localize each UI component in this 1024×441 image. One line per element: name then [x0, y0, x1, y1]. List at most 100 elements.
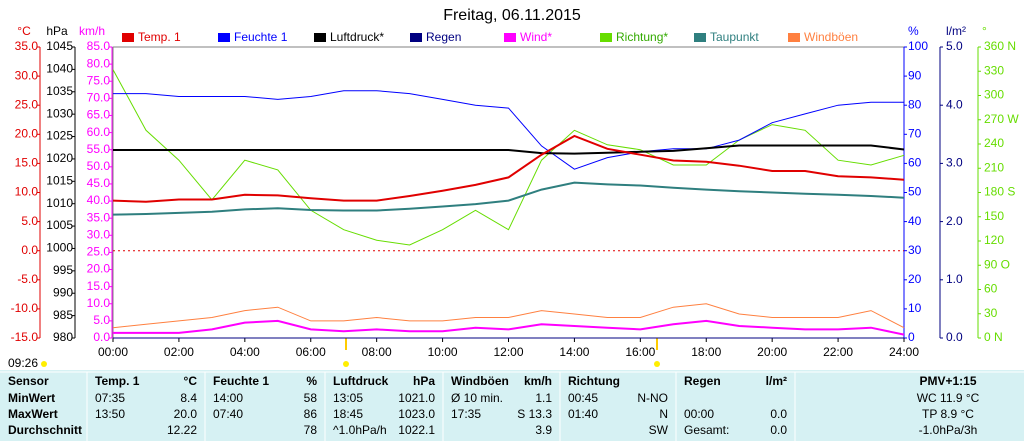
x-tick-label: 12:00	[493, 345, 523, 359]
y-tick-label: 75.0	[87, 73, 111, 87]
legend-label: Richtung*	[616, 30, 668, 44]
y-tick-label: 0.0	[93, 330, 110, 344]
y-tick-label: 0	[908, 330, 915, 344]
table-cell: 1.1	[535, 391, 552, 405]
legend-swatch	[788, 33, 800, 42]
y-tick-label: 1020	[46, 151, 73, 165]
table-header-cell: PMV+1:15	[919, 374, 976, 388]
y-tick-label: 360 N	[984, 39, 1016, 53]
table-cell: 07:40	[213, 407, 243, 421]
y-tick-label: 25.0	[87, 245, 111, 259]
table-cell: 8.4	[180, 391, 197, 405]
table-cell: N-NO	[637, 391, 668, 405]
table-cell: 14:00	[213, 391, 243, 405]
legend-swatch	[504, 33, 516, 42]
table-cell: SW	[649, 423, 669, 437]
y-tick-label: 30.0	[15, 68, 39, 82]
y-tick-label: 1010	[46, 196, 73, 210]
table-cell: Durchschnitt	[8, 423, 82, 437]
y-tick-label: 50.0	[87, 159, 111, 173]
y-tick-label: 4.0	[946, 97, 963, 111]
table-header-cell: Luftdruck	[333, 374, 389, 388]
y-tick-label: 180 S	[984, 185, 1015, 199]
legend-label: Taupunkt	[710, 30, 759, 44]
y-tick-label: -10.0	[11, 301, 39, 315]
legend-label: Temp. 1	[138, 30, 181, 44]
table-cell: S 13.3	[517, 407, 552, 421]
y-tick-label: 0.0	[21, 243, 38, 257]
table-cell: 20.0	[174, 407, 198, 421]
series-line	[113, 90, 904, 170]
table-cell: Ø 10 min.	[451, 391, 503, 405]
y-tick-label: 2.0	[946, 214, 963, 228]
y-tick-label: 65.0	[87, 108, 111, 122]
y-tick-label: 1005	[46, 218, 73, 232]
y-tick-label: 70	[908, 126, 922, 140]
y-tick-label: 150	[984, 209, 1004, 223]
legend-swatch	[694, 33, 706, 42]
legend-label: Windböen	[804, 30, 858, 44]
table-cell: WC 11.9 °C	[917, 391, 980, 405]
table-cell: 17:35	[451, 407, 481, 421]
y-tick-label: 1000	[46, 241, 73, 255]
y-tick-label: 55.0	[87, 142, 111, 156]
y-tick-label: 80.0	[87, 56, 111, 70]
table-cell: MaxWert	[8, 407, 58, 421]
table-cell: N	[659, 407, 668, 421]
table-cell: 3.9	[535, 423, 552, 437]
x-tick-label: 08:00	[362, 345, 392, 359]
y-tick-label: 10.0	[87, 296, 111, 310]
legend-label: Regen	[426, 30, 461, 44]
axis-unit: l/m²	[946, 24, 966, 38]
legend-swatch	[410, 33, 422, 42]
y-tick-label: 35.0	[87, 210, 111, 224]
y-tick-label: 240	[984, 136, 1004, 150]
table-background	[0, 370, 1024, 441]
legend-swatch	[314, 33, 326, 42]
table-cell: -1.0hPa/3h	[919, 423, 978, 437]
y-tick-label: 10.0	[15, 185, 39, 199]
y-tick-label: 30.0	[87, 227, 111, 241]
y-tick-label: 100	[908, 39, 928, 53]
y-tick-label: 330	[984, 63, 1004, 77]
y-tick-label: 0.0	[946, 330, 963, 344]
axis-unit: %	[908, 24, 919, 38]
table-header-cell: hPa	[413, 374, 435, 388]
y-tick-label: 120	[984, 233, 1004, 247]
y-tick-label: 0 N	[984, 330, 1003, 344]
x-tick-label: 00:00	[98, 345, 128, 359]
table-cell: 58	[304, 391, 318, 405]
y-tick-label: 60.0	[87, 125, 111, 139]
y-tick-label: 40	[908, 214, 922, 228]
x-tick-label: 06:00	[296, 345, 326, 359]
y-tick-label: 30	[908, 243, 922, 257]
timestamp: 09:26	[8, 356, 38, 370]
x-tick-label: 14:00	[559, 345, 589, 359]
table-header-cell: Windböen	[451, 374, 509, 388]
table-header-cell: Regen	[684, 374, 721, 388]
table-header-cell: km/h	[524, 374, 552, 388]
legend-swatch	[600, 33, 612, 42]
table-cell: 01:40	[568, 407, 598, 421]
y-tick-label: 1030	[46, 106, 73, 120]
y-tick-label: 3.0	[946, 156, 963, 170]
table-cell: 13:50	[95, 407, 125, 421]
y-tick-label: 50	[908, 185, 922, 199]
legend-label: Feuchte 1	[234, 30, 288, 44]
table-header-cell: l/m²	[766, 374, 787, 388]
y-tick-label: 1035	[46, 84, 73, 98]
table-header-cell: Feuchte 1	[213, 374, 269, 388]
series-line	[112, 303, 905, 329]
y-tick-label: -15.0	[11, 330, 39, 344]
y-tick-label: 1040	[46, 62, 73, 76]
y-tick-label: 995	[53, 263, 73, 277]
x-tick-label: 16:00	[625, 345, 655, 359]
table-cell: ^1.0hPa/h	[333, 423, 387, 437]
y-tick-label: 70.0	[87, 91, 111, 105]
y-tick-label: 210	[984, 160, 1004, 174]
table-cell: 12.22	[167, 423, 197, 437]
table-cell: 1022.1	[398, 423, 435, 437]
table-header-cell: Temp. 1	[95, 374, 140, 388]
